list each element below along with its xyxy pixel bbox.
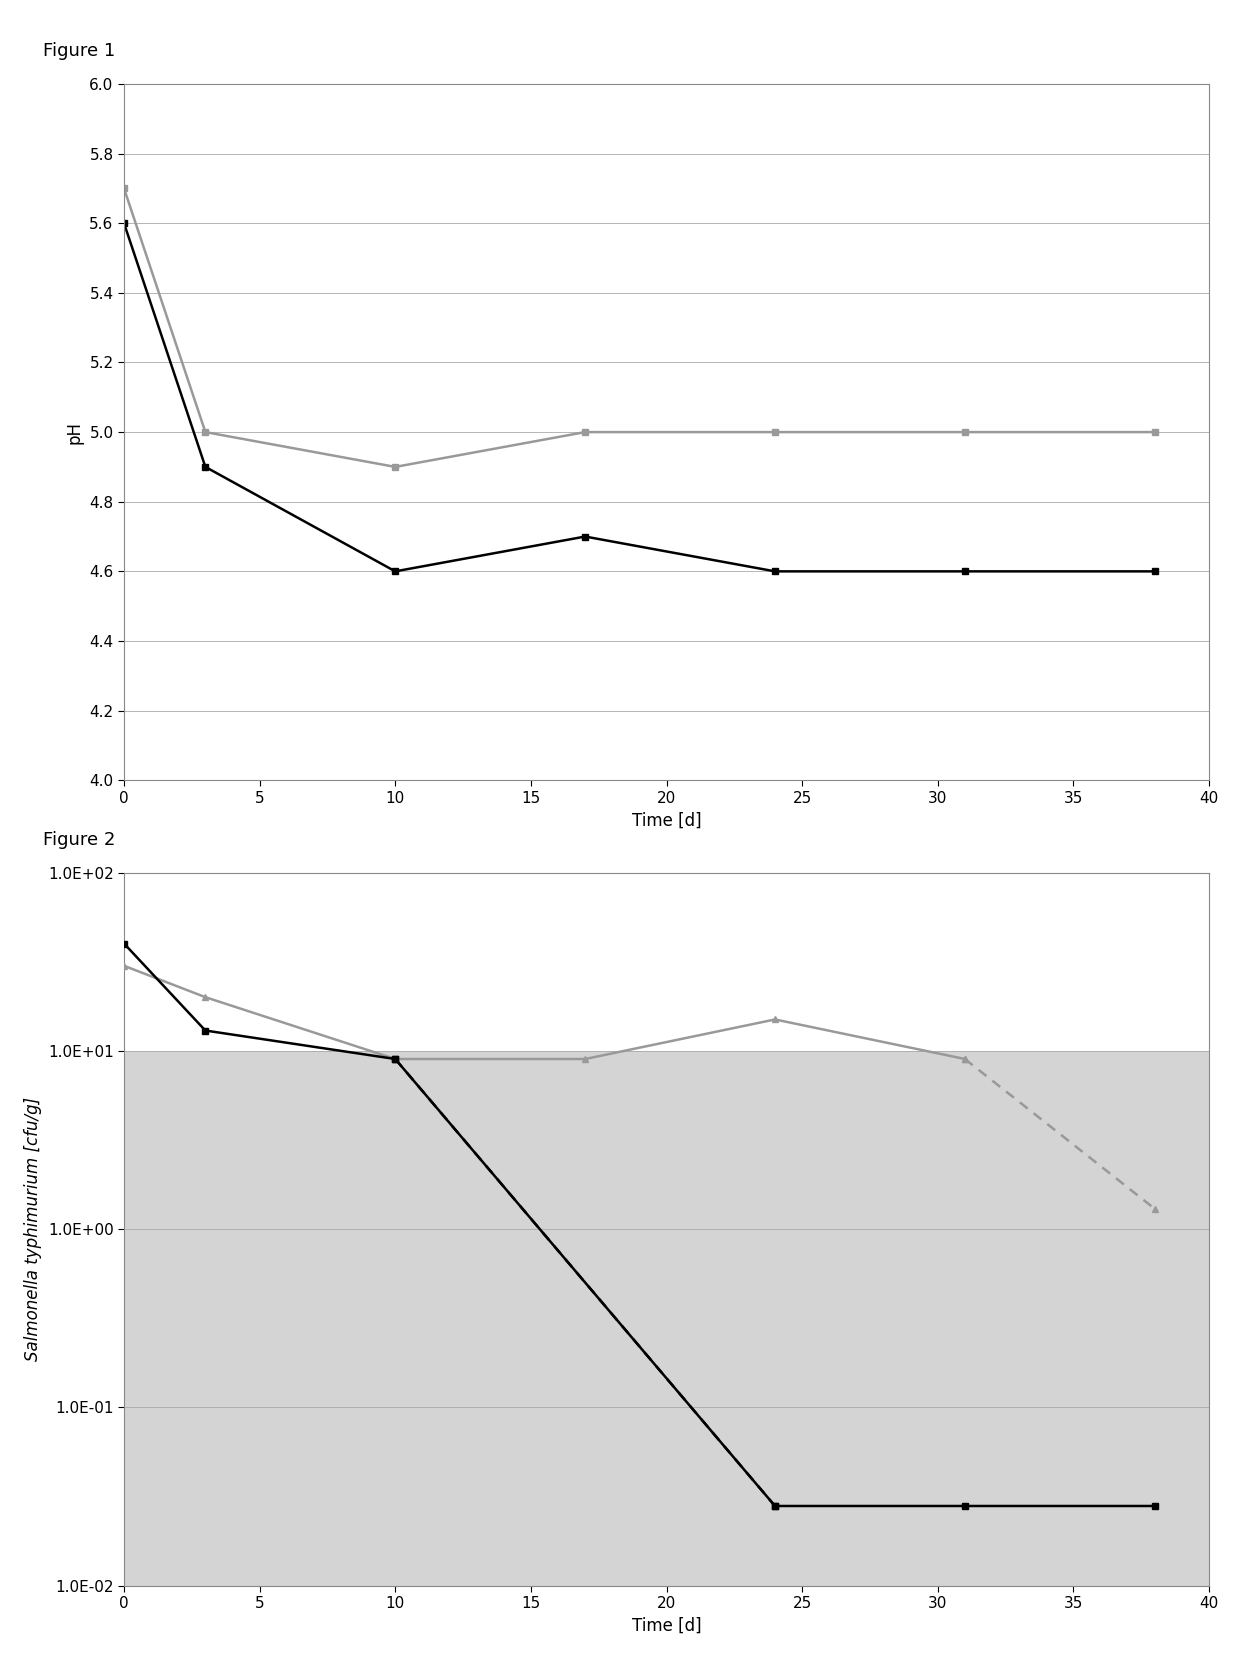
X-axis label: Time [d]: Time [d]: [631, 810, 702, 829]
Text: Figure 1: Figure 1: [43, 42, 115, 60]
Bar: [124, 1050, 1209, 1586]
Y-axis label: Salmonella typhimurium [cfu/g]: Salmonella typhimurium [cfu/g]: [25, 1097, 42, 1361]
X-axis label: Time [d]: Time [d]: [631, 1616, 702, 1634]
Text: Figure 2: Figure 2: [43, 831, 115, 849]
Y-axis label: pH: pH: [66, 421, 84, 443]
